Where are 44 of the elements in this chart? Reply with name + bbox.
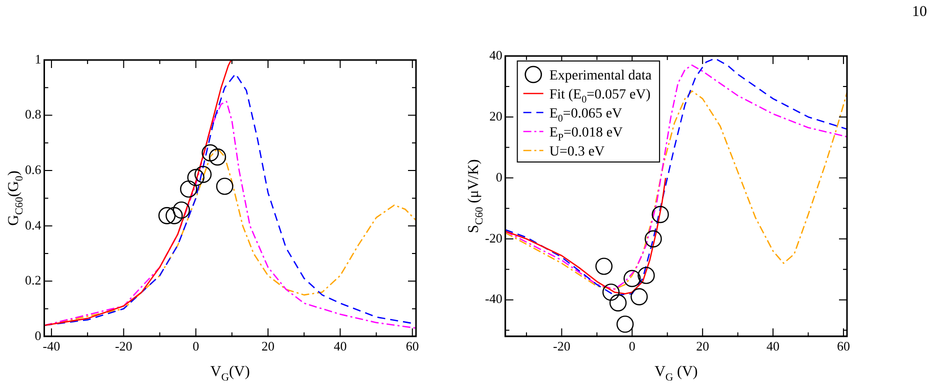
y-tick-label: 1 [34,51,42,66]
point [166,207,183,224]
x-tick-label: 40 [334,338,347,354]
y-tick-label: 40 [489,47,502,62]
x-tick-label: 60 [406,338,419,354]
point [644,230,662,248]
point [202,144,219,162]
y-tick-label: 0.4 [25,217,42,232]
x-tick-label: 0 [628,338,636,354]
point [194,166,212,184]
y-tick-label: 0 [496,169,502,184]
x-tick-label: 20 [696,338,710,354]
point [216,178,234,195]
point [158,207,176,224]
point [180,180,198,198]
x-tick-label: 20 [262,338,275,354]
x-tick-label: -20 [553,338,570,354]
y-tick-label: -20 [484,230,502,246]
y-tick-label: 0 [34,328,42,343]
point [602,284,620,301]
legend-label: U=0.3 eV [549,144,605,160]
point [172,201,190,219]
point [609,294,627,312]
point [638,266,655,284]
y-tick-label: 0.2 [25,272,42,288]
y-axis-title: SC60 (μV/K) [466,159,486,234]
point [630,288,648,306]
x-tick-label: -20 [114,338,132,354]
y-tick-label: 20 [489,108,502,124]
x-tick-label: 0 [192,338,200,354]
x-tick-label: 60 [836,338,850,354]
point [652,206,669,224]
y-tick-label: -40 [484,291,502,306]
y-tick-label: 0.8 [25,106,42,122]
point [595,258,613,275]
y-axis-title: GC60(G0) [6,170,26,226]
text: 10 [912,4,927,21]
point [208,148,226,166]
point [624,270,641,288]
y-tick-label: 0.6 [25,162,42,177]
point [187,168,204,186]
point [616,316,634,333]
legend-label: Experimental data [549,68,652,84]
x-tick-label: 40 [766,338,780,354]
